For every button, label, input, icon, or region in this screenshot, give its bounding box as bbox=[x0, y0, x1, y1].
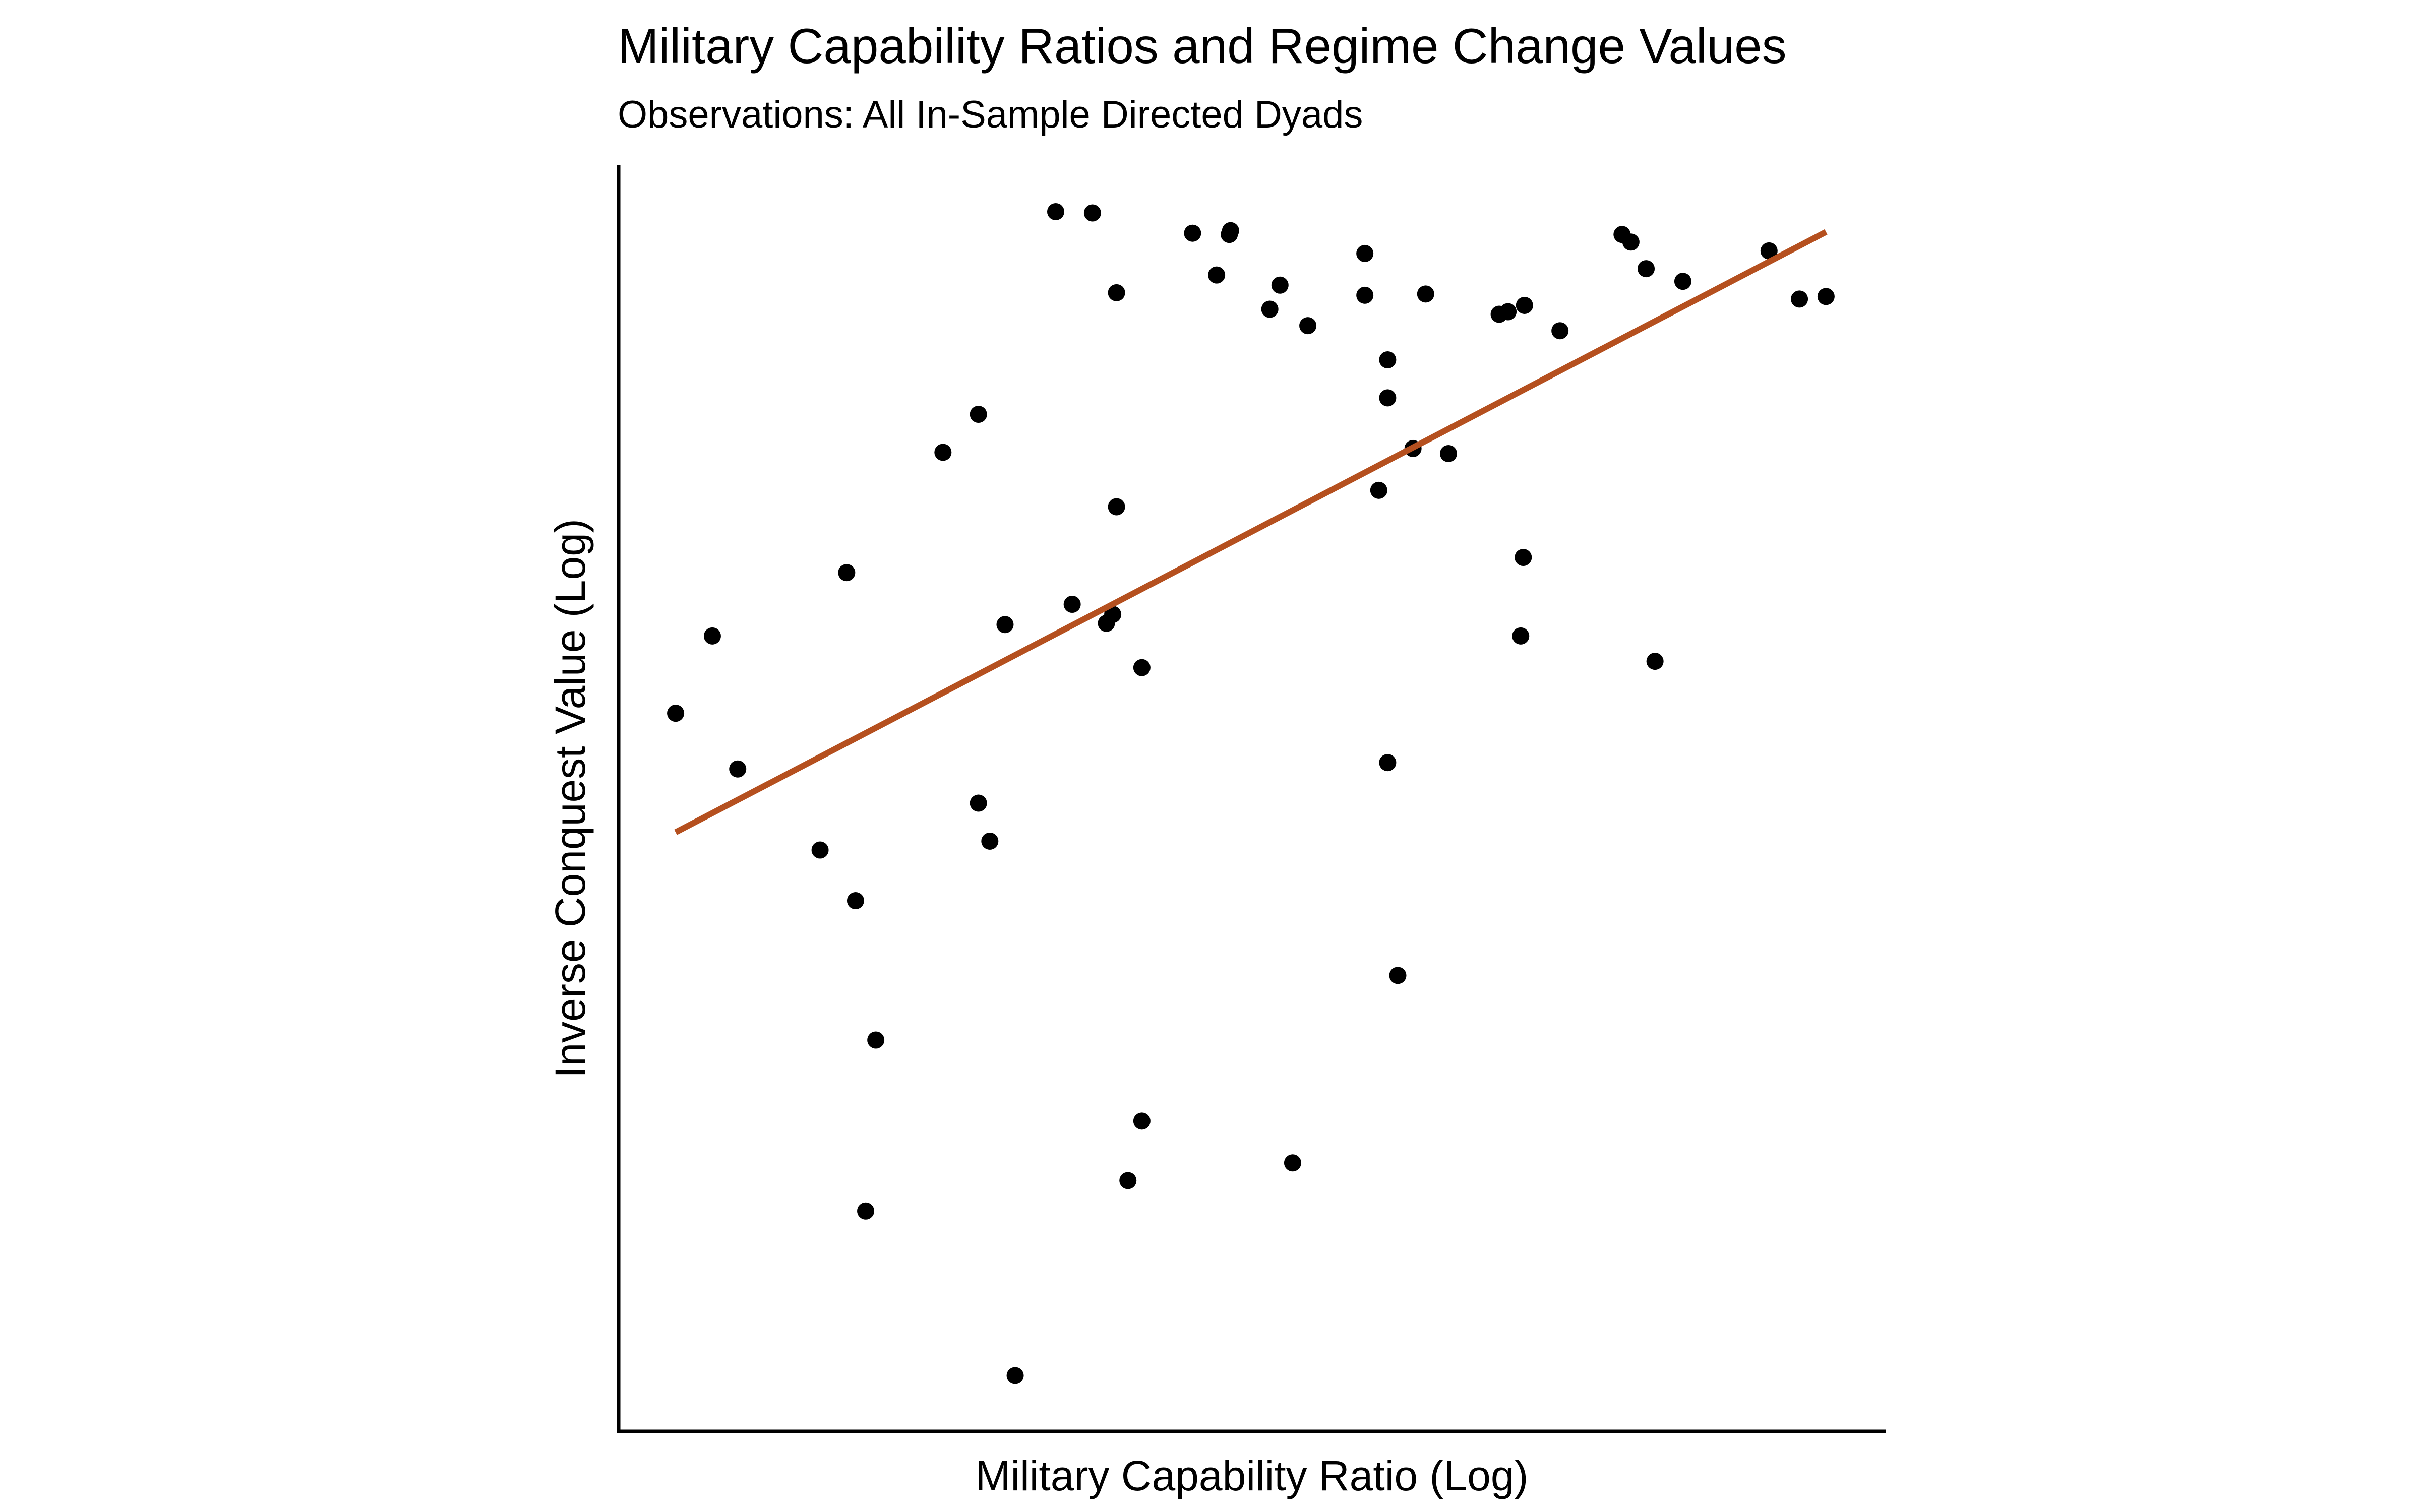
data-point bbox=[1133, 1112, 1151, 1130]
data-point bbox=[1104, 606, 1122, 623]
data-point bbox=[1512, 627, 1530, 645]
data-point bbox=[1791, 290, 1808, 308]
chart-subtitle: Observations: All In-Sample Directed Dya… bbox=[618, 93, 1363, 136]
data-point bbox=[1760, 242, 1778, 260]
data-point bbox=[1222, 222, 1239, 239]
data-point bbox=[811, 841, 829, 859]
data-point bbox=[970, 406, 987, 423]
chart-title: Military Capability Ratios and Regime Ch… bbox=[618, 18, 1787, 74]
data-point bbox=[1389, 967, 1407, 984]
data-point bbox=[1356, 286, 1374, 304]
data-point bbox=[1271, 276, 1289, 294]
data-point bbox=[934, 444, 952, 461]
data-point bbox=[1622, 233, 1640, 251]
data-point bbox=[1261, 300, 1279, 318]
data-point bbox=[1083, 204, 1101, 222]
data-point bbox=[1119, 1172, 1137, 1189]
data-point bbox=[838, 564, 856, 582]
data-point bbox=[1440, 445, 1458, 462]
data-point bbox=[1817, 288, 1835, 305]
data-point bbox=[1108, 498, 1125, 516]
plot-area bbox=[667, 203, 1835, 1384]
data-point bbox=[1516, 296, 1533, 314]
data-point bbox=[1208, 266, 1226, 284]
y-axis-label: Inverse Conquest Value (Log) bbox=[547, 519, 594, 1078]
data-point bbox=[1379, 754, 1397, 772]
x-axis-label: Military Capability Ratio (Log) bbox=[975, 1452, 1528, 1499]
data-point bbox=[1184, 224, 1201, 242]
data-point bbox=[703, 627, 721, 645]
data-point bbox=[1417, 285, 1434, 303]
data-point bbox=[1638, 260, 1655, 278]
data-point bbox=[1499, 303, 1517, 321]
fit-line bbox=[674, 229, 1828, 835]
data-point bbox=[981, 832, 999, 850]
data-point bbox=[1284, 1154, 1301, 1172]
data-point bbox=[867, 1031, 885, 1049]
data-point bbox=[1379, 351, 1397, 369]
data-point bbox=[1551, 322, 1569, 340]
data-point bbox=[1006, 1367, 1024, 1384]
data-point bbox=[1370, 481, 1387, 499]
data-point bbox=[1299, 317, 1317, 335]
data-point bbox=[1047, 203, 1064, 220]
data-point bbox=[996, 616, 1014, 634]
data-point bbox=[970, 794, 987, 812]
data-point bbox=[1379, 389, 1397, 407]
data-point bbox=[1133, 659, 1151, 676]
data-point bbox=[857, 1202, 875, 1220]
data-point bbox=[1646, 653, 1664, 670]
data-point bbox=[1356, 244, 1374, 262]
data-point bbox=[1515, 549, 1532, 566]
data-point bbox=[667, 705, 685, 722]
data-point bbox=[729, 760, 747, 778]
data-point bbox=[1674, 273, 1691, 290]
data-point bbox=[1108, 284, 1125, 301]
data-point bbox=[1063, 596, 1081, 613]
data-point bbox=[846, 892, 864, 910]
